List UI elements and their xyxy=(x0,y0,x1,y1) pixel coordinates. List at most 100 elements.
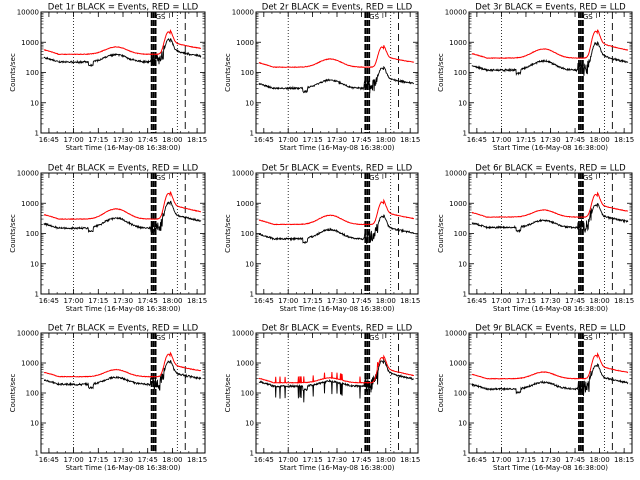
x-tick-label: 17:30 xyxy=(540,136,560,144)
y-tick-label: 1 xyxy=(35,450,39,458)
series-events-line xyxy=(471,202,629,234)
panel-title: Det 2r BLACK = Events, RED = LLD xyxy=(262,3,413,13)
x-tick-label: 17:30 xyxy=(327,456,347,464)
x-tick-label: 17:45 xyxy=(138,297,158,305)
panel-title: Det 8r BLACK = Events, RED = LLD xyxy=(262,324,413,334)
series-events-line xyxy=(471,363,629,396)
series-events-line xyxy=(43,38,202,68)
series-events-line xyxy=(258,214,415,245)
y-tick-label: 10 xyxy=(30,260,39,268)
y-tick-label: 1 xyxy=(463,130,467,138)
x-tick-label: 16:45 xyxy=(254,136,274,144)
panel-title: Det 6r BLACK = Events, RED = LLD xyxy=(475,164,626,174)
y-tick-label: 100 xyxy=(26,69,39,77)
y-tick-label: 1000 xyxy=(236,39,254,47)
x-tick-label: 18:00 xyxy=(162,136,182,144)
y-tick-label: 100 xyxy=(454,390,467,398)
x-axis-label: Start Time (16-May-08 16:38:00) xyxy=(65,144,180,152)
y-tick-label: 10 xyxy=(245,420,254,428)
plot-frame xyxy=(40,332,206,454)
x-tick-label: 17:15 xyxy=(303,456,323,464)
series-lld-line xyxy=(258,45,415,69)
y-tick-label: 1000 xyxy=(449,200,467,208)
y-axis-label: Counts/sec xyxy=(224,214,232,253)
y-tick-label: 10000 xyxy=(445,330,467,338)
marker-annotation: GS xyxy=(156,174,166,182)
y-axis-label: Counts/sec xyxy=(437,374,445,413)
y-tick-label: 1000 xyxy=(449,360,467,368)
y-axis-label: Counts/sec xyxy=(224,53,232,92)
y-tick-label: 1000 xyxy=(21,360,39,368)
x-tick-label: 18:15 xyxy=(614,456,634,464)
series-events-line xyxy=(258,65,414,94)
x-tick-label: 18:00 xyxy=(376,456,396,464)
series-lld-line xyxy=(258,354,415,384)
x-tick-label: 17:15 xyxy=(88,456,108,464)
x-tick-label: 18:15 xyxy=(187,456,207,464)
panel-2: Det 2r BLACK = Events, RED = LLD 1 10 100 10… xyxy=(224,3,420,153)
series-lld-line xyxy=(258,198,415,226)
x-tick-label: 17:00 xyxy=(278,297,298,305)
y-tick-label: 10000 xyxy=(17,9,39,17)
series-events-line xyxy=(44,359,202,391)
x-tick-label: 17:15 xyxy=(303,136,323,144)
x-tick-label: 16:45 xyxy=(254,297,274,305)
series-lld-line xyxy=(43,191,202,221)
y-tick-label: 1 xyxy=(250,130,254,138)
panel-4: Det 4r BLACK = Events, RED = LLD 1 10 100 10… xyxy=(9,164,207,314)
x-tick-label: 18:15 xyxy=(614,136,634,144)
panel-1: Det 1r BLACK = Events, RED = LLD 1 10 100 10… xyxy=(9,3,207,153)
y-tick-label: 10000 xyxy=(445,9,467,17)
x-axis-label: Start Time (16-May-08 16:38:00) xyxy=(493,305,608,313)
y-tick-label: 10 xyxy=(30,420,39,428)
x-tick-label: 18:00 xyxy=(162,456,182,464)
x-tick-label: 17:45 xyxy=(351,456,371,464)
x-tick-label: 17:00 xyxy=(491,297,511,305)
x-tick-label: 17:30 xyxy=(113,297,133,305)
x-tick-label: 18:15 xyxy=(400,456,420,464)
panel-title: Det 5r BLACK = Events, RED = LLD xyxy=(262,164,413,174)
series-lld-line xyxy=(471,351,629,380)
marker-annotation: GS xyxy=(369,174,379,182)
x-tick-label: 17:30 xyxy=(113,456,133,464)
y-tick-label: 100 xyxy=(241,230,254,238)
plot-frame xyxy=(468,11,633,134)
x-tick-label: 17:15 xyxy=(303,297,323,305)
series-lld-line xyxy=(471,29,629,60)
y-tick-label: 10000 xyxy=(232,9,254,17)
x-tick-label: 17:00 xyxy=(491,456,511,464)
x-tick-label: 18:15 xyxy=(400,136,420,144)
x-tick-label: 17:30 xyxy=(327,297,347,305)
y-tick-label: 1 xyxy=(35,130,39,138)
y-tick-label: 1000 xyxy=(21,200,39,208)
y-tick-label: 10000 xyxy=(232,330,254,338)
marker-annotation: GS xyxy=(583,13,593,21)
x-tick-label: 18:15 xyxy=(400,297,420,305)
x-axis-label: Start Time (16-May-08 16:38:00) xyxy=(65,305,180,313)
x-tick-label: 18:00 xyxy=(376,136,396,144)
x-axis-label: Start Time (16-May-08 16:38:00) xyxy=(279,144,394,152)
x-tick-label: 16:45 xyxy=(39,136,59,144)
plot-frame xyxy=(255,11,419,134)
y-tick-label: 10 xyxy=(30,99,39,107)
series-lld-line xyxy=(471,191,629,218)
panel-title: Det 7r BLACK = Events, RED = LLD xyxy=(48,324,199,334)
y-tick-label: 1000 xyxy=(236,360,254,368)
x-tick-label: 17:00 xyxy=(64,297,84,305)
y-tick-label: 100 xyxy=(26,390,39,398)
x-axis-label: Start Time (16-May-08 16:38:00) xyxy=(493,464,608,472)
x-tick-label: 17:00 xyxy=(278,456,298,464)
x-tick-label: 18:15 xyxy=(614,297,634,305)
y-axis-label: Counts/sec xyxy=(437,53,445,92)
panel-9: Det 9r BLACK = Events, RED = LLD 1 10 100 10… xyxy=(437,324,634,473)
x-tick-label: 18:00 xyxy=(376,297,396,305)
y-tick-label: 1000 xyxy=(236,200,254,208)
panel-title: Det 3r BLACK = Events, RED = LLD xyxy=(475,3,626,13)
plot-frame xyxy=(468,332,633,454)
series-events-line xyxy=(258,359,415,403)
x-tick-label: 17:15 xyxy=(88,136,108,144)
x-tick-label: 16:45 xyxy=(467,136,487,144)
x-tick-label: 16:45 xyxy=(467,297,487,305)
x-tick-label: 17:15 xyxy=(516,456,536,464)
